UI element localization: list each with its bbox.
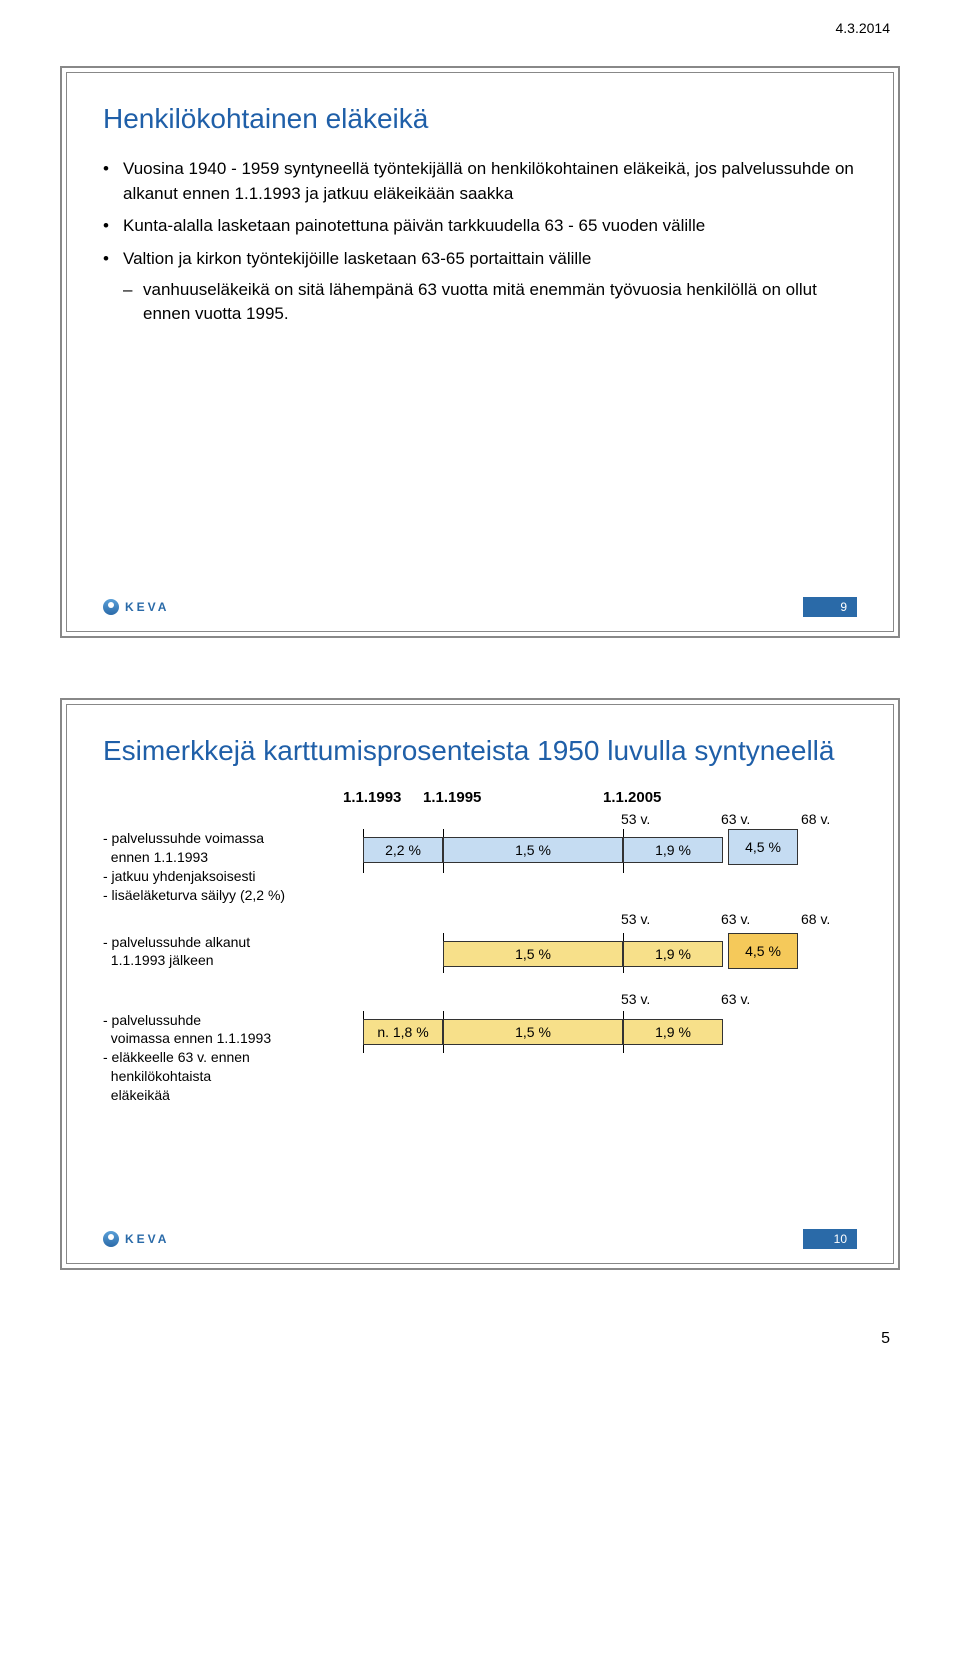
row2-bars: 1,5 % 1,9 % 4,5 % [363,933,857,979]
year-label: 1.1.2005 [603,789,661,806]
bullet-text: Valtion ja kirkon työntekijöille lasketa… [123,249,591,268]
year-label: 1.1.1995 [423,789,481,806]
slide-1-number: 9 [803,597,857,617]
keva-logo-icon [103,599,119,615]
label-line: voimassa ennen 1.1.1993 [103,1029,359,1048]
sub-bullets: vanhuuseläkeikä on sitä lähempänä 63 vuo… [123,278,857,327]
slide-1: Henkilökohtainen eläkeikä Vuosina 1940 -… [66,72,894,632]
label-line: - eläkkeelle 63 v. ennen [103,1048,359,1067]
slide-2: Esimerkkejä karttumisprosenteista 1950 l… [66,704,894,1264]
bar: 1,9 % [623,1019,723,1045]
keva-logo: KEVA [103,1231,169,1247]
row1-bars: 2,2 % 1,5 % 1,9 % 4,5 % [363,829,857,885]
keva-logo: KEVA [103,599,169,615]
age-label: 63 v. [721,991,750,1007]
label-line: 1.1.1993 jälkeen [103,951,359,970]
bar: n. 1,8 % [363,1019,443,1045]
age-label: 63 v. [721,811,750,827]
label-line: - lisäeläketurva säilyy (2,2 %) [103,886,359,905]
label-line: henkilökohtaista [103,1067,359,1086]
slide-1-frame: Henkilökohtainen eläkeikä Vuosina 1940 -… [60,66,900,638]
bar: 1,9 % [623,837,723,863]
slide-1-title: Henkilökohtainen eläkeikä [103,103,857,135]
row1-label: - palvelussuhde voimassa ennen 1.1.1993 … [103,829,363,905]
bar: 1,5 % [443,837,623,863]
age-labels-mid: 53 v. 63 v. 68 v. [363,911,857,929]
chart-row-3: - palvelussuhde voimassa ennen 1.1.1993 … [103,1011,857,1105]
bullet-item: Kunta-alalla lasketaan painotettuna päiv… [103,214,857,239]
header-date: 4.3.2014 [60,20,900,36]
bar: 4,5 % [728,933,798,969]
chart-row-1: - palvelussuhde voimassa ennen 1.1.1993 … [103,829,857,905]
age-label: 68 v. [801,911,830,927]
page-number: 5 [60,1330,900,1348]
slide-2-frame: Esimerkkejä karttumisprosenteista 1950 l… [60,698,900,1270]
age-label: 53 v. [621,911,650,927]
row2-label: - palvelussuhde alkanut 1.1.1993 jälkeen [103,933,363,971]
age-label: 53 v. [621,811,650,827]
label-line: - palvelussuhde [103,1011,359,1030]
slide-1-bullets: Vuosina 1940 - 1959 syntyneellä työnteki… [103,157,857,327]
sub-bullet-item: vanhuuseläkeikä on sitä lähempänä 63 vuo… [123,278,857,327]
bar: 4,5 % [728,829,798,865]
bar: 1,9 % [623,941,723,967]
label-line: eläkeikää [103,1086,359,1105]
bullet-item: Valtion ja kirkon työntekijöille lasketa… [103,247,857,327]
age-labels-top: 53 v. 63 v. 68 v. [363,811,857,829]
timeline-chart: 1.1.1993 1.1.1995 1.1.2005 53 v. 63 v. 6… [103,789,857,1105]
label-line: - palvelussuhde voimassa [103,829,359,848]
keva-logo-icon [103,1231,119,1247]
bar: 2,2 % [363,837,443,863]
bullet-item: Vuosina 1940 - 1959 syntyneellä työnteki… [103,157,857,206]
row3-label: - palvelussuhde voimassa ennen 1.1.1993 … [103,1011,363,1105]
slide-2-number: 10 [803,1229,857,1249]
age-label: 63 v. [721,911,750,927]
year-labels: 1.1.1993 1.1.1995 1.1.2005 [363,789,857,809]
row3-bars: n. 1,8 % 1,5 % 1,9 % [363,1011,857,1061]
label-line: - jatkuu yhdenjaksoisesti [103,867,359,886]
slide-2-title: Esimerkkejä karttumisprosenteista 1950 l… [103,735,857,767]
bar: 1,5 % [443,941,623,967]
age-label: 68 v. [801,811,830,827]
keva-logo-text: KEVA [125,1232,169,1246]
age-labels-bottom: 53 v. 63 v. [363,991,857,1009]
slide-2-footer: KEVA 10 [103,1229,857,1249]
chart-row-2: - palvelussuhde alkanut 1.1.1993 jälkeen… [103,933,857,979]
label-line: - palvelussuhde alkanut [103,933,359,952]
keva-logo-text: KEVA [125,600,169,614]
slide-1-footer: KEVA 9 [103,597,857,617]
bar: 1,5 % [443,1019,623,1045]
year-label: 1.1.1993 [343,789,401,806]
age-label: 53 v. [621,991,650,1007]
label-line: ennen 1.1.1993 [103,848,359,867]
